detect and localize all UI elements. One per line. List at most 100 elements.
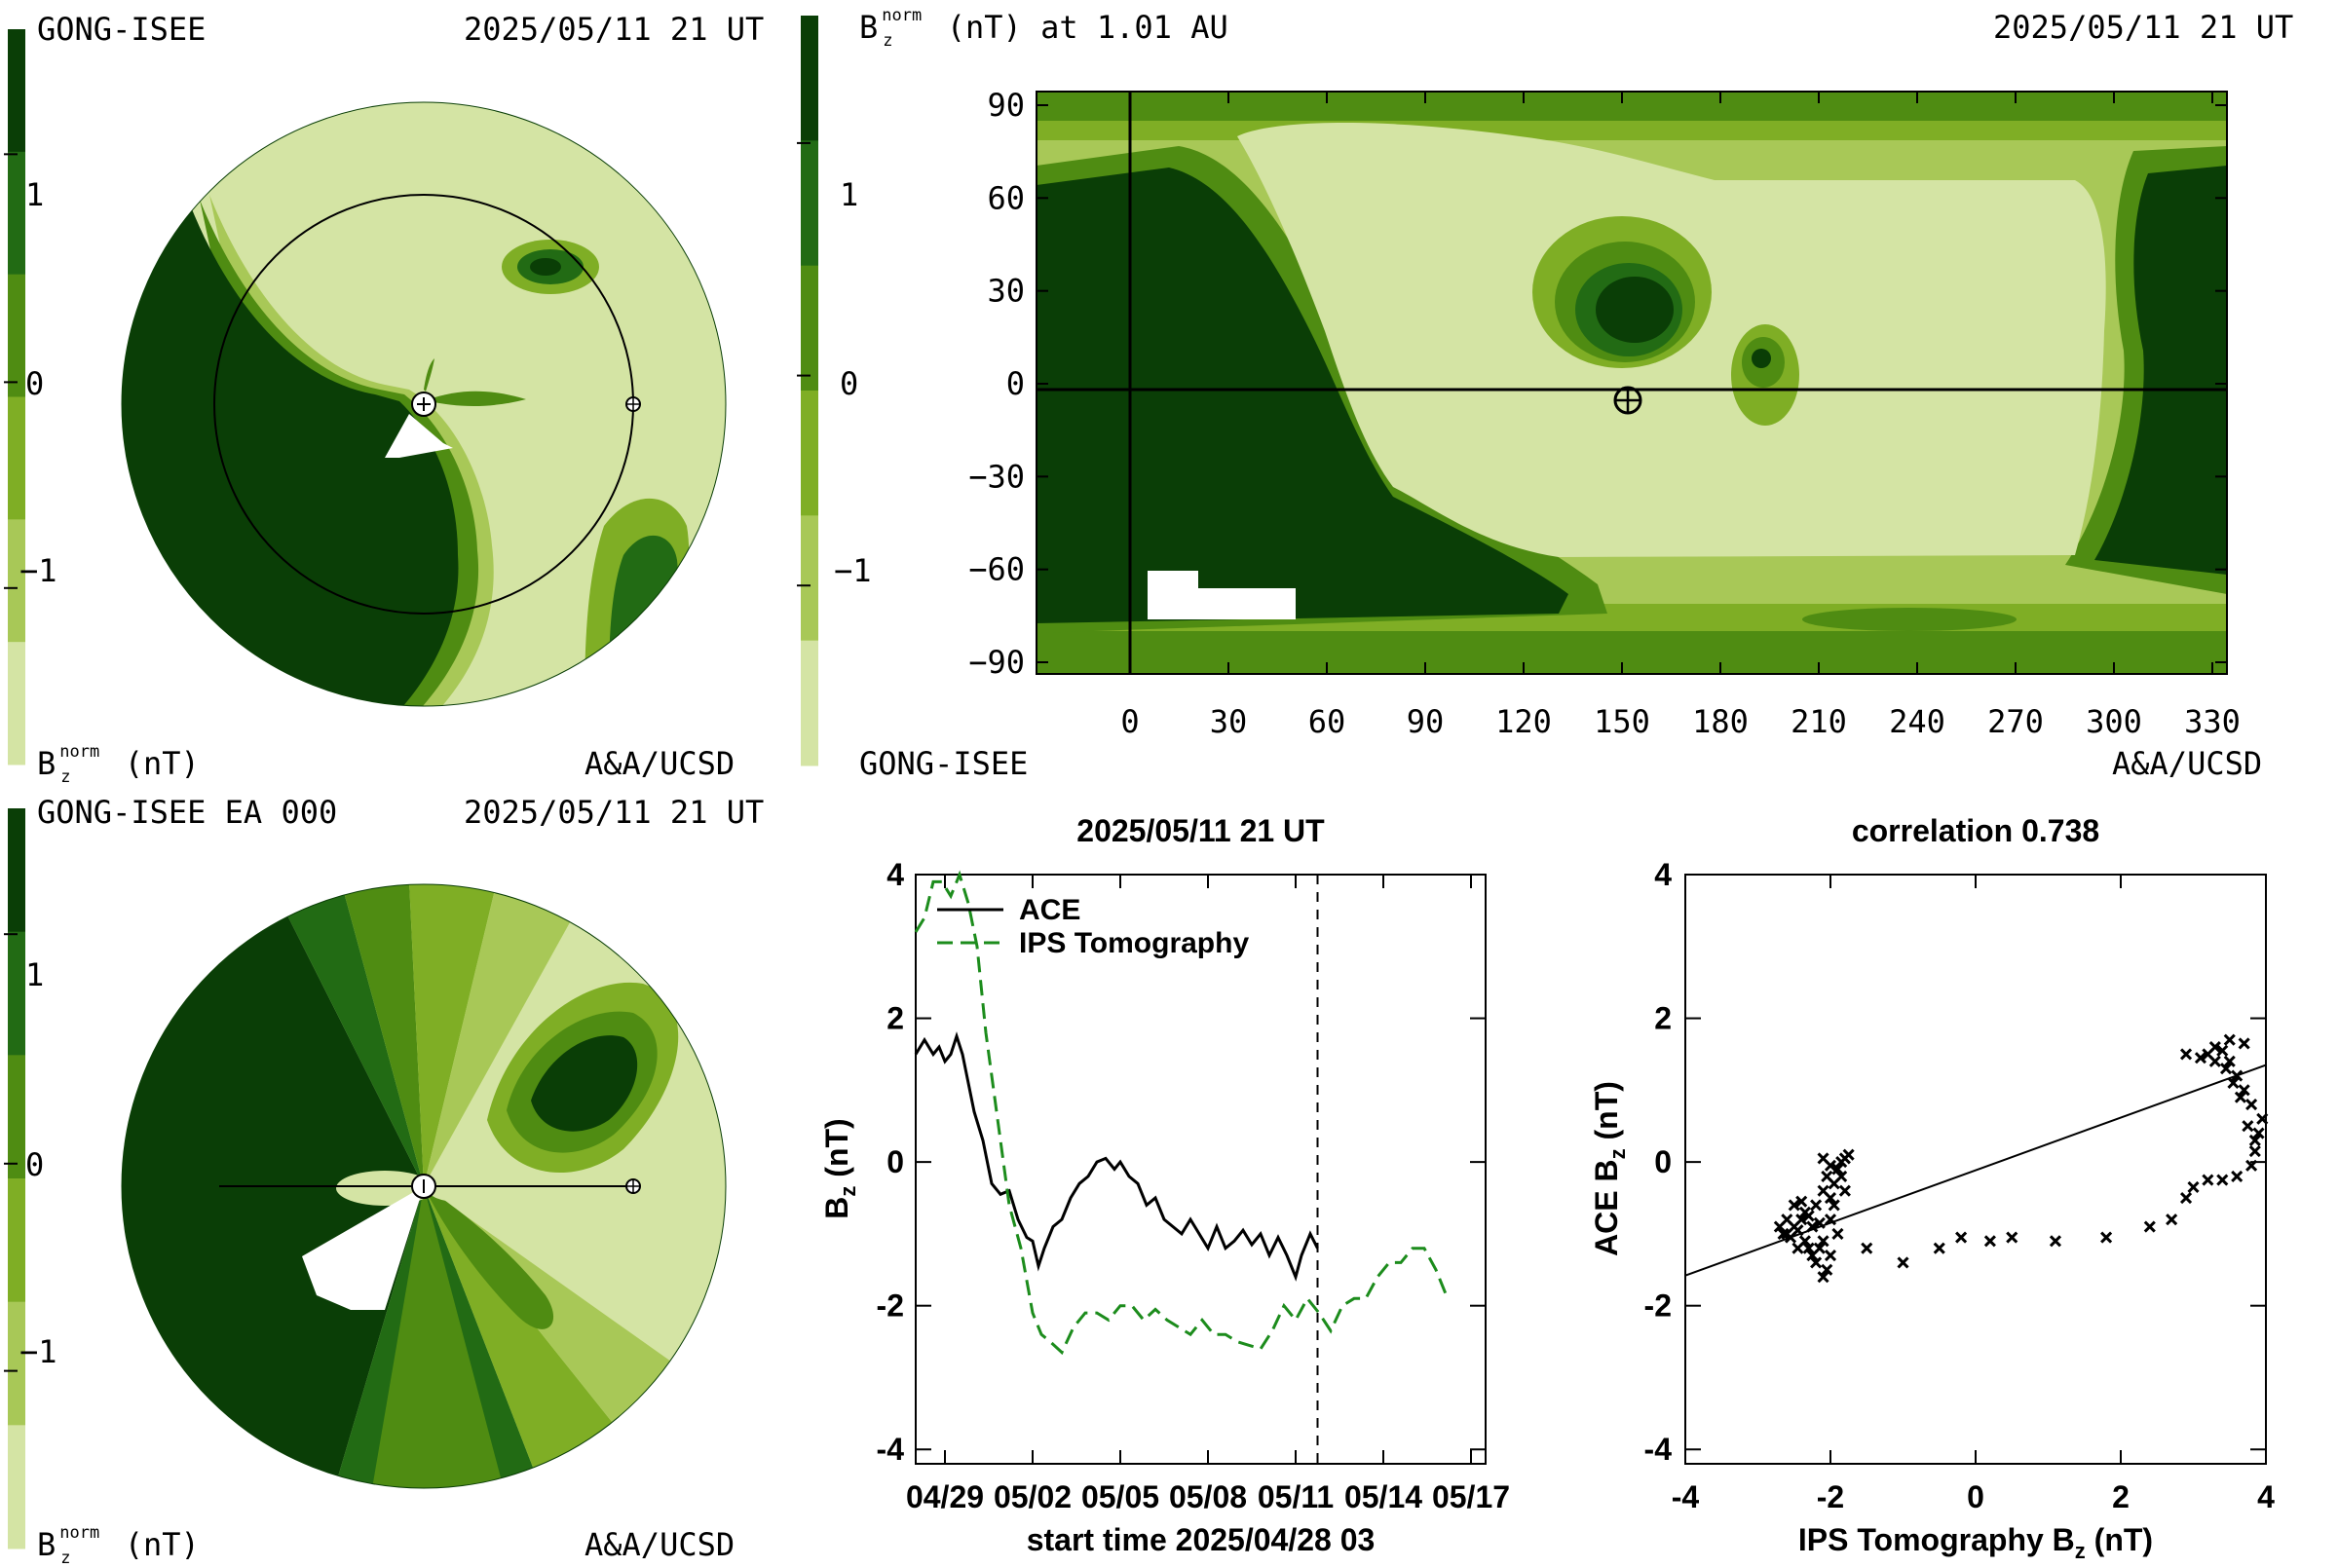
map-y-tick-label: 30 <box>987 273 1025 310</box>
sc-y-tick-label: 2 <box>1654 1001 1672 1036</box>
cbar-bl-tick-1: 1 <box>25 956 45 993</box>
ts-y-tick-label: 2 <box>886 1001 904 1036</box>
sc-point <box>1802 1242 1815 1254</box>
sc-point <box>2252 1127 2265 1139</box>
ts-series-ace <box>914 1031 1319 1282</box>
sc-point <box>1831 1227 1844 1240</box>
sc-point <box>2006 1231 2018 1244</box>
sc-point <box>1817 1235 1829 1248</box>
sc-point <box>2179 1191 2193 1205</box>
sc-point <box>1983 1235 1996 1248</box>
map-x-tick-label: 120 <box>1495 703 1552 740</box>
ts-x-tick-label: 05/02 <box>994 1479 1072 1514</box>
map-source-label: GONG-ISEE <box>859 745 1029 782</box>
ts-y-tick-label: 0 <box>886 1144 904 1179</box>
sc-point <box>2143 1220 2156 1233</box>
sc-point <box>2202 1048 2214 1061</box>
map-x-tick-label: 0 <box>1120 703 1139 740</box>
map-earth-symbol <box>1613 386 1642 415</box>
sc-point <box>2242 1120 2254 1133</box>
cbar-tl-tick-1: 1 <box>25 176 45 213</box>
colorbar-swatch <box>8 931 25 1056</box>
top-left-timestamp: 2025/05/11 21 UT <box>464 11 765 48</box>
sc-point <box>1810 1256 1823 1269</box>
ts-y-tick-label: 4 <box>886 857 904 892</box>
sc-point <box>2166 1213 2178 1226</box>
sc-point <box>1828 1199 1840 1212</box>
sc-point <box>2231 1069 2244 1082</box>
sc-point <box>1784 1231 1797 1244</box>
colorbar-bottom-left <box>4 808 25 1549</box>
sc-x-tick-label: 0 <box>1967 1479 1984 1514</box>
sc-point <box>2219 1063 2233 1075</box>
colorbar-swatch <box>8 151 25 276</box>
sc-point <box>2208 1041 2221 1054</box>
colorbar-swatch <box>8 396 25 520</box>
sc-point <box>1838 1184 1851 1197</box>
bottom-left-timestamp: 2025/05/11 21 UT <box>464 794 765 831</box>
disk-top-fill <box>122 102 726 706</box>
sc-point <box>1838 1152 1851 1165</box>
cbar-bl-tick-minus1: −1 <box>19 1333 57 1370</box>
sc-point <box>1897 1256 1909 1269</box>
sc-y-tick-label: -2 <box>1644 1288 1672 1324</box>
ts-xlabel: start time 2025/04/28 03 <box>1027 1522 1376 1557</box>
sc-point <box>2179 1048 2193 1061</box>
sc-point <box>1842 1148 1855 1161</box>
sc-point <box>2248 1144 2261 1158</box>
sc-point <box>1824 1191 1837 1205</box>
sc-point <box>2216 1044 2229 1057</box>
sun-symbol-bottom <box>411 1174 436 1199</box>
sc-y-tick-label: 0 <box>1654 1144 1672 1179</box>
cbar-tl-tick-minus1: −1 <box>19 552 57 589</box>
colorbar-swatch <box>8 1178 25 1303</box>
cbar-tr-tick-1: 1 <box>840 176 859 213</box>
sc-point <box>2223 1033 2236 1046</box>
sc-xlabel: IPS Tomography Bz (nT) <box>1798 1522 2153 1558</box>
top-left-source-label: GONG-ISEE <box>37 11 207 48</box>
sc-point <box>1817 1152 1829 1165</box>
sc-point <box>1817 1184 1829 1197</box>
disk-bottom-fill <box>122 884 726 1488</box>
colorbar-swatch <box>8 274 25 397</box>
sc-x-tick-label: 4 <box>2257 1479 2275 1514</box>
sc-point <box>1791 1224 1804 1237</box>
map-y-tick-label: 0 <box>1006 365 1025 402</box>
sc-point <box>2216 1174 2229 1186</box>
sc-point <box>2208 1055 2221 1067</box>
sc-y-tick-label: -4 <box>1644 1432 1673 1467</box>
map-y-tick-label: 60 <box>987 179 1025 216</box>
sc-ylabel: ACE Bz (nT) <box>1589 1081 1630 1256</box>
sc-point <box>2227 1076 2240 1090</box>
ts-x-tick-label: 05/11 <box>1258 1479 1334 1514</box>
sc-point <box>1810 1199 1823 1212</box>
map-y-tick-label: −60 <box>968 551 1025 588</box>
sc-point <box>1824 1249 1837 1262</box>
map-credit: A&A/UCSD <box>2112 745 2263 782</box>
ts-legend-label: ACE <box>1019 894 1080 926</box>
map-x-ticks: 0 30 60 90 120 150 180 210 240 270 300 330 <box>1120 92 2241 740</box>
sc-point <box>1828 1177 1840 1190</box>
sc-point <box>2194 1052 2207 1064</box>
sc-point <box>1813 1242 1826 1254</box>
ts-y-tick-label: -2 <box>877 1288 904 1324</box>
sc-point <box>1777 1227 1790 1240</box>
sc-x-tick-label: -2 <box>1817 1479 1844 1514</box>
sc-point <box>1817 1271 1829 1284</box>
ts-legend-label: IPS Tomography <box>1019 927 1249 959</box>
cbar-tr-tick-0: 0 <box>840 365 859 402</box>
sc-point <box>2238 1084 2250 1097</box>
ts-series-ips <box>914 870 1450 1356</box>
cbar-tl-tick-0: 0 <box>25 365 45 402</box>
cbar-tr-tick-minus1: −1 <box>834 552 872 589</box>
ts-x-tick-label: 05/08 <box>1169 1479 1247 1514</box>
sc-point <box>1955 1231 1968 1244</box>
sc-x-tick-label: -4 <box>1672 1479 1700 1514</box>
cbar-bl-tick-0: 0 <box>25 1146 45 1183</box>
sc-point <box>1933 1242 1945 1254</box>
sc-point <box>2231 1170 2244 1182</box>
earth-symbol-bottom <box>625 1178 641 1194</box>
sc-point <box>2234 1091 2246 1103</box>
map-y-tick-label: 90 <box>987 87 1025 124</box>
